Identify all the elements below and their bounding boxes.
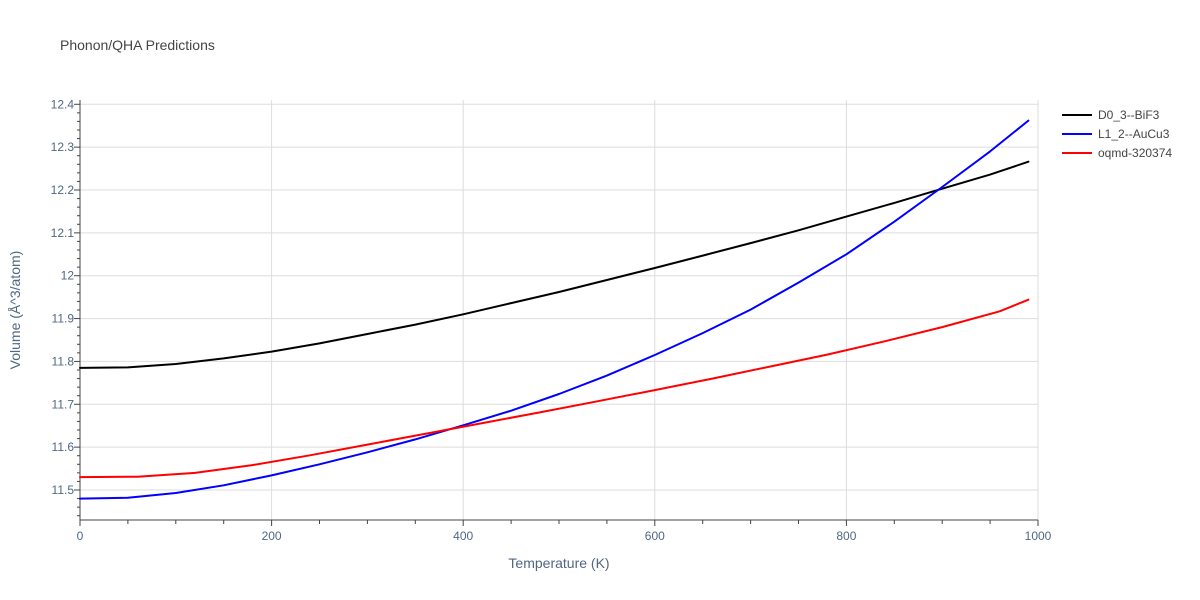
y-tick-label: 11.6 <box>52 440 75 454</box>
x-tick-label: 800 <box>836 529 856 543</box>
legend-item-2[interactable]: oqmd-320374 <box>1062 146 1172 160</box>
chart-title: Phonon/QHA Predictions <box>60 37 215 53</box>
y-tick-label: 11.7 <box>52 397 75 411</box>
x-tick-label: 600 <box>645 529 665 543</box>
y-tick-label: 12.1 <box>51 226 75 240</box>
x-tick-label: 1000 <box>1025 529 1052 543</box>
legend-label: L1_2--AuCu3 <box>1098 127 1170 141</box>
x-axis-title: Temperature (K) <box>508 555 609 571</box>
y-tick-label: 12.4 <box>51 97 75 111</box>
legend-item-0[interactable]: D0_3--BiF3 <box>1062 108 1160 122</box>
x-tick-label: 200 <box>262 529 282 543</box>
y-axis-title: Volume (Å^3/atom) <box>7 251 23 370</box>
legend-item-1[interactable]: L1_2--AuCu3 <box>1062 127 1170 141</box>
legend[interactable]: D0_3--BiF3 L1_2--AuCu3 oqmd-320374 <box>1062 108 1172 160</box>
grid <box>80 100 1039 520</box>
x-tick-label: 400 <box>453 529 473 543</box>
x-tick-label: 0 <box>77 529 84 543</box>
y-tick-label: 11.9 <box>52 312 75 326</box>
axes: 0 200 400 600 800 1000 11.5 11.6 11.7 11.8 11.9 12 1… <box>51 97 1052 543</box>
legend-label: D0_3--BiF3 <box>1098 108 1160 122</box>
y-tick-label: 11.5 <box>52 483 75 497</box>
y-tick-label: 12.3 <box>51 140 75 154</box>
legend-label: oqmd-320374 <box>1098 146 1172 160</box>
series-line-2 <box>79 298 1030 479</box>
y-tick-label: 11.8 <box>52 354 75 368</box>
series-line-0 <box>79 160 1030 369</box>
series-line-1 <box>79 119 1030 500</box>
plot-area <box>79 119 1030 500</box>
y-tick-label: 12.2 <box>51 183 75 197</box>
y-tick-label: 12 <box>61 269 75 283</box>
